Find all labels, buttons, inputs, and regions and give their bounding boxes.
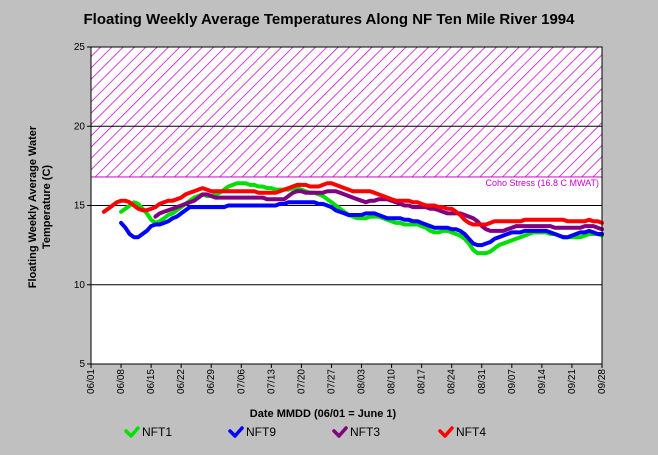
series-line-nft3 xyxy=(153,189,604,233)
y-tick-label: 10 xyxy=(74,280,86,291)
legend-label: NFT4 xyxy=(456,425,486,439)
y-axis-title-line1: Floating Weekly Average Water xyxy=(27,125,39,288)
x-tick-label: 08/10 xyxy=(387,369,398,394)
x-tick-label: 06/22 xyxy=(176,369,187,394)
legend-label: NFT1 xyxy=(142,425,172,439)
y-tick-label: 25 xyxy=(74,42,86,53)
x-tick-label: 07/27 xyxy=(326,369,337,394)
y-tick-label: 5 xyxy=(79,359,85,370)
x-tick-label: 08/24 xyxy=(447,369,458,394)
y-axis-title-line2: Temperature (C) xyxy=(41,165,53,249)
x-tick-label: 06/29 xyxy=(206,369,217,394)
series-line-nft4 xyxy=(101,181,604,227)
y-tick-label: 20 xyxy=(74,121,86,132)
x-tick-label: 09/21 xyxy=(567,369,578,394)
chart-title: Floating Weekly Average Temperatures Alo… xyxy=(83,11,575,28)
x-tick-label: 09/07 xyxy=(507,369,518,394)
x-tick-label: 06/01 xyxy=(86,369,97,394)
x-tick-label: 07/13 xyxy=(266,369,277,394)
legend-swatch xyxy=(124,426,140,438)
x-tick-label: 06/08 xyxy=(116,369,127,394)
x-tick-label: 07/20 xyxy=(296,369,307,394)
x-tick-label: 07/06 xyxy=(236,369,247,394)
stress-band-label: Coho Stress (16.8 C MWAT) xyxy=(485,178,599,188)
legend-label: NFT3 xyxy=(350,425,380,439)
x-tick-label: 09/14 xyxy=(537,369,548,394)
series-line-nft9 xyxy=(119,200,604,248)
legend-item-nft3: NFT3 xyxy=(332,425,380,439)
x-tick-label: 08/03 xyxy=(357,369,368,394)
x-axis-title: Date MMDD (06/01 = June 1) xyxy=(250,408,397,420)
x-tick-label: 08/17 xyxy=(417,369,428,394)
legend-item-nft9: NFT9 xyxy=(228,425,276,439)
legend-item-nft1: NFT1 xyxy=(124,425,172,439)
legend-item-nft4: NFT4 xyxy=(438,425,486,439)
legend-swatch xyxy=(228,426,244,438)
legend-swatch xyxy=(438,426,454,438)
y-tick-label: 15 xyxy=(74,201,86,212)
x-tick-label: 06/15 xyxy=(146,369,157,394)
legend-label: NFT9 xyxy=(246,425,276,439)
x-tick-label: 09/28 xyxy=(597,369,608,394)
x-tick-label: 08/31 xyxy=(477,369,488,394)
legend-swatch xyxy=(332,426,348,438)
stress-band xyxy=(90,46,603,178)
